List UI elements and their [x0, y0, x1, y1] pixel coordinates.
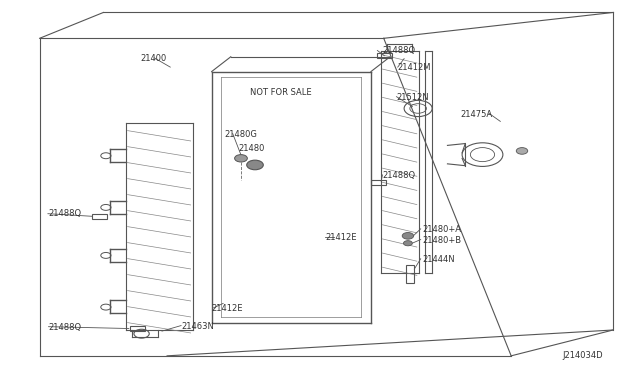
Text: 21480+B: 21480+B [422, 236, 461, 245]
Text: 21400: 21400 [140, 54, 166, 63]
Text: 21463N: 21463N [181, 322, 214, 331]
Text: 21488Q: 21488Q [383, 46, 415, 55]
Circle shape [246, 160, 263, 170]
Bar [92, 214, 106, 219]
Text: 21475A: 21475A [460, 109, 492, 119]
Text: J214034D: J214034D [562, 351, 603, 360]
Circle shape [235, 155, 247, 162]
Text: 21488Q: 21488Q [383, 171, 415, 180]
Bar [378, 53, 392, 58]
Circle shape [403, 241, 412, 246]
Text: 21412E: 21412E [325, 233, 356, 242]
Bar [130, 326, 145, 331]
Text: 21512N: 21512N [396, 93, 429, 102]
Text: 21412M: 21412M [397, 63, 431, 72]
Text: 21480+A: 21480+A [422, 225, 461, 234]
Bar [371, 180, 386, 185]
Text: 21480: 21480 [239, 144, 265, 153]
Text: 21480G: 21480G [225, 130, 257, 139]
Text: NOT FOR SALE: NOT FOR SALE [250, 88, 312, 97]
Text: 21444N: 21444N [422, 254, 454, 264]
Text: 21412E: 21412E [212, 304, 243, 313]
Bar [406, 265, 414, 283]
Text: 21488Q: 21488Q [48, 209, 81, 218]
Text: 21488Q: 21488Q [49, 323, 82, 332]
Circle shape [516, 148, 528, 154]
Circle shape [402, 232, 413, 239]
